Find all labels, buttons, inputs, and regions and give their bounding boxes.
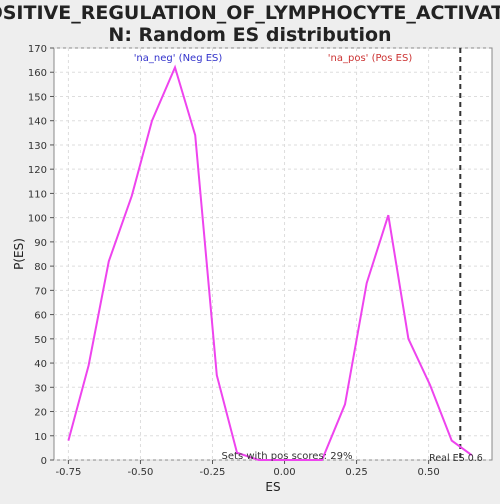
x-tick-label: 0.50 [417,467,439,478]
real-es-label: Real ES 0.6 [429,453,483,464]
y-tick-label: 140 [28,117,47,128]
axes: 0 10 20 30 40 50 60 70 80 90 100 110 120 130 140 150 160… [28,44,440,478]
x-tick-label: -0.75 [55,467,81,478]
pos-es-label: 'na_pos' (Pos ES) [328,53,413,64]
grid-lines [54,47,492,461]
x-tick-label: 0.00 [273,467,295,478]
plot-area [53,47,493,461]
chart-title-line-1: POSITIVE_REGULATION_OF_LYMPHOCYTE_ACTIVA… [0,2,500,24]
series-line [67,64,473,461]
y-tick-label: 0 [41,456,47,467]
chart-title-line-2: N: Random ES distribution [108,24,391,46]
y-tick-label: 100 [28,214,47,225]
y-tick-label: 20 [34,408,47,419]
sets-with-pos-scores-label: Sets with pos scores: 29% [222,451,353,462]
x-tick-label: -0.50 [128,467,154,478]
y-tick-label: 10 [34,432,47,443]
y-tick-label: 120 [28,165,47,176]
y-tick-label: 70 [34,286,47,297]
y-tick-label: 130 [28,141,47,152]
x-tick-label: 0.25 [345,467,367,478]
x-tick-label: -0.25 [200,467,226,478]
y-tick-label: 30 [34,383,47,394]
y-tick-label: 150 [28,92,47,103]
y-tick-label: 40 [34,359,47,370]
y-tick-label: 50 [34,335,47,346]
y-tick-label: 80 [34,262,47,273]
y-tick-label: 160 [28,68,47,79]
x-axis-label: ES [265,480,280,494]
y-axis-label: P(ES) [12,238,26,270]
neg-es-label: 'na_neg' (Neg ES) [134,53,223,64]
y-tick-label: 60 [34,311,47,322]
y-tick-label: 110 [28,189,47,200]
y-tick-label: 170 [28,44,47,55]
y-tick-label: 90 [34,238,47,249]
